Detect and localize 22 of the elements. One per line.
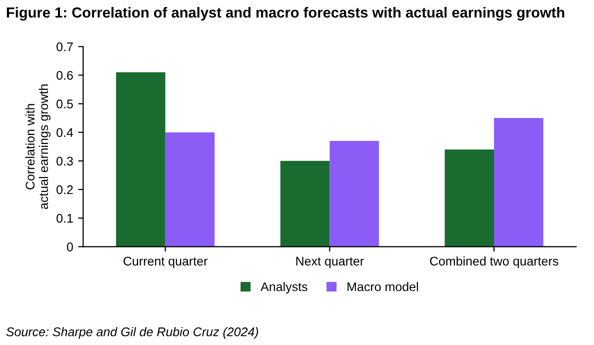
bar xyxy=(444,149,494,247)
x-tick-label: Combined two quarters xyxy=(430,256,558,268)
y-tick-label: 0.7 xyxy=(56,42,73,52)
legend-label: Macro model xyxy=(348,282,418,292)
x-tick-label: Next quarter xyxy=(296,256,364,268)
bar xyxy=(494,118,544,247)
x-tick-label: Current quarter xyxy=(124,256,208,268)
y-tick-label: 0.3 xyxy=(56,156,73,166)
y-axis-title: Correlation with actual earnings growth xyxy=(25,84,51,209)
y-tick-label: 0.5 xyxy=(56,100,73,108)
chart-title: Figure 1: Correlation of analyst and macro forecasts with actual earnings growth xyxy=(6,6,564,21)
bar xyxy=(330,140,379,247)
y-tick-label: 0.6 xyxy=(56,70,73,80)
y-tick-label: 0.2 xyxy=(56,185,73,194)
legend-label: Analysts xyxy=(260,282,308,294)
y-tick-label: 0.1 xyxy=(56,214,73,223)
bar xyxy=(116,72,166,247)
y-tick-label: 0.4 xyxy=(56,128,74,137)
bar xyxy=(165,132,215,247)
source-note: Source: Sharpe and Gil de Rubio Cruz (2024) xyxy=(6,327,258,339)
bar xyxy=(280,160,330,247)
y-tick-label: 0 xyxy=(66,242,73,252)
